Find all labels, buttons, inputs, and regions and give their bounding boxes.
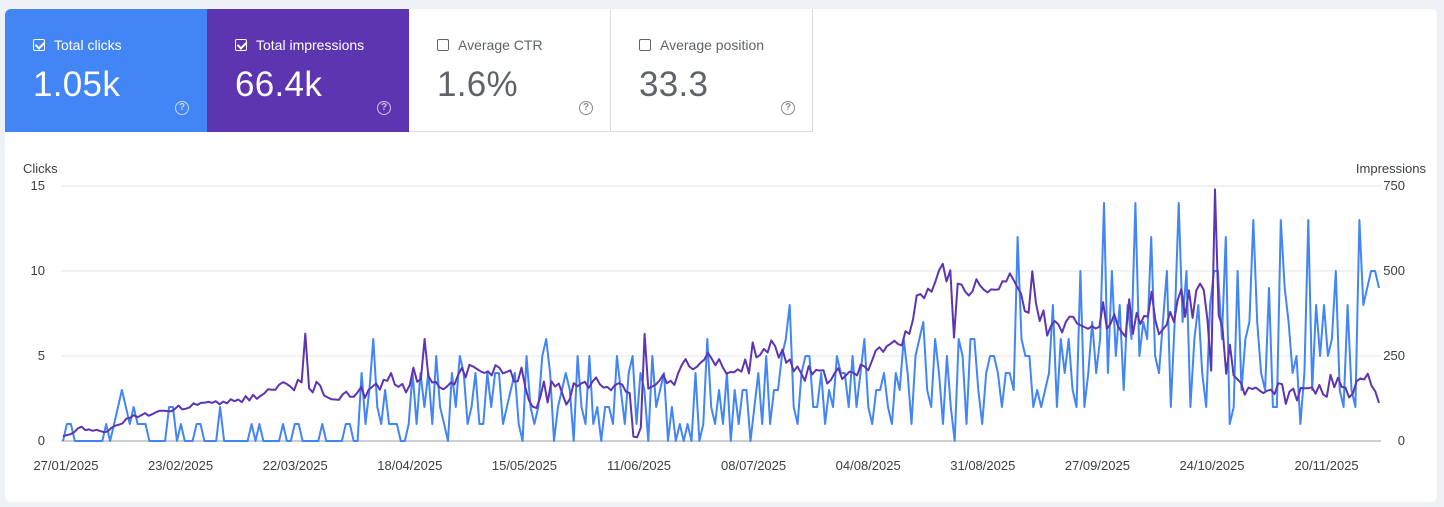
metric-tiles: Total clicks 1.05k ? Total impressions 6… — [5, 9, 813, 132]
total-clicks-tile[interactable]: Total clicks 1.05k ? — [5, 9, 207, 132]
total-impressions-tile[interactable]: Total impressions 66.4k ? — [207, 9, 409, 132]
right-tick-label: 0 — [1398, 433, 1405, 448]
average-position-checkbox[interactable] — [639, 39, 651, 51]
help-icon[interactable]: ? — [579, 101, 593, 115]
total-clicks-checkbox[interactable] — [33, 39, 45, 51]
clicks-series-line — [62, 202, 1380, 442]
right-tick-label: 500 — [1383, 263, 1405, 278]
help-icon[interactable]: ? — [175, 101, 189, 115]
total-impressions-label: Total impressions — [256, 37, 365, 53]
x-tick-label: 27/09/2025 — [1065, 458, 1130, 473]
total-impressions-checkbox[interactable] — [235, 39, 247, 51]
x-tick-label: 15/05/2025 — [492, 458, 557, 473]
average-ctr-value: 1.6% — [437, 65, 518, 104]
help-icon[interactable]: ? — [781, 101, 795, 115]
x-tick-label: 20/11/2025 — [1295, 458, 1359, 473]
x-tick-label: 18/04/2025 — [377, 458, 442, 473]
x-tick-label: 04/08/2025 — [836, 458, 901, 473]
x-tick-label: 27/01/2025 — [33, 458, 98, 473]
impressions-series-line — [62, 188, 1380, 439]
x-tick-label: 23/02/2025 — [148, 458, 213, 473]
average-ctr-checkbox[interactable] — [437, 39, 449, 51]
average-position-label: Average position — [660, 37, 765, 53]
left-tick-label: 15 — [31, 178, 45, 193]
x-tick-label: 11/06/2025 — [607, 458, 671, 473]
left-tick-label: 10 — [31, 263, 45, 278]
performance-chart[interactable]: 0 5 10 15 0 250 500 750 27/01/2025 23/02/2025 22/0… — [5, 9, 1437, 502]
x-tick-label: 24/10/2025 — [1179, 458, 1244, 473]
performance-card: Total clicks 1.05k ? Total impressions 6… — [5, 9, 1437, 502]
average-ctr-label: Average CTR — [458, 37, 543, 53]
average-position-value: 33.3 — [639, 65, 709, 104]
total-clicks-label: Total clicks — [54, 37, 122, 53]
left-axis-title: Clicks — [23, 161, 58, 176]
right-tick-label: 750 — [1383, 178, 1405, 193]
x-tick-label: 22/03/2025 — [263, 458, 328, 473]
total-impressions-value: 66.4k — [235, 65, 323, 104]
average-position-tile[interactable]: Average position 33.3 ? — [611, 9, 813, 132]
x-tick-label: 31/08/2025 — [950, 458, 1015, 473]
right-axis-title: Impressions — [1355, 161, 1426, 176]
left-tick-label: 0 — [38, 433, 45, 448]
help-icon[interactable]: ? — [377, 101, 391, 115]
x-tick-label: 08/07/2025 — [721, 458, 786, 473]
total-clicks-value: 1.05k — [33, 65, 121, 104]
average-ctr-tile[interactable]: Average CTR 1.6% ? — [409, 9, 611, 132]
left-tick-label: 5 — [38, 348, 45, 363]
right-tick-label: 250 — [1383, 348, 1405, 363]
